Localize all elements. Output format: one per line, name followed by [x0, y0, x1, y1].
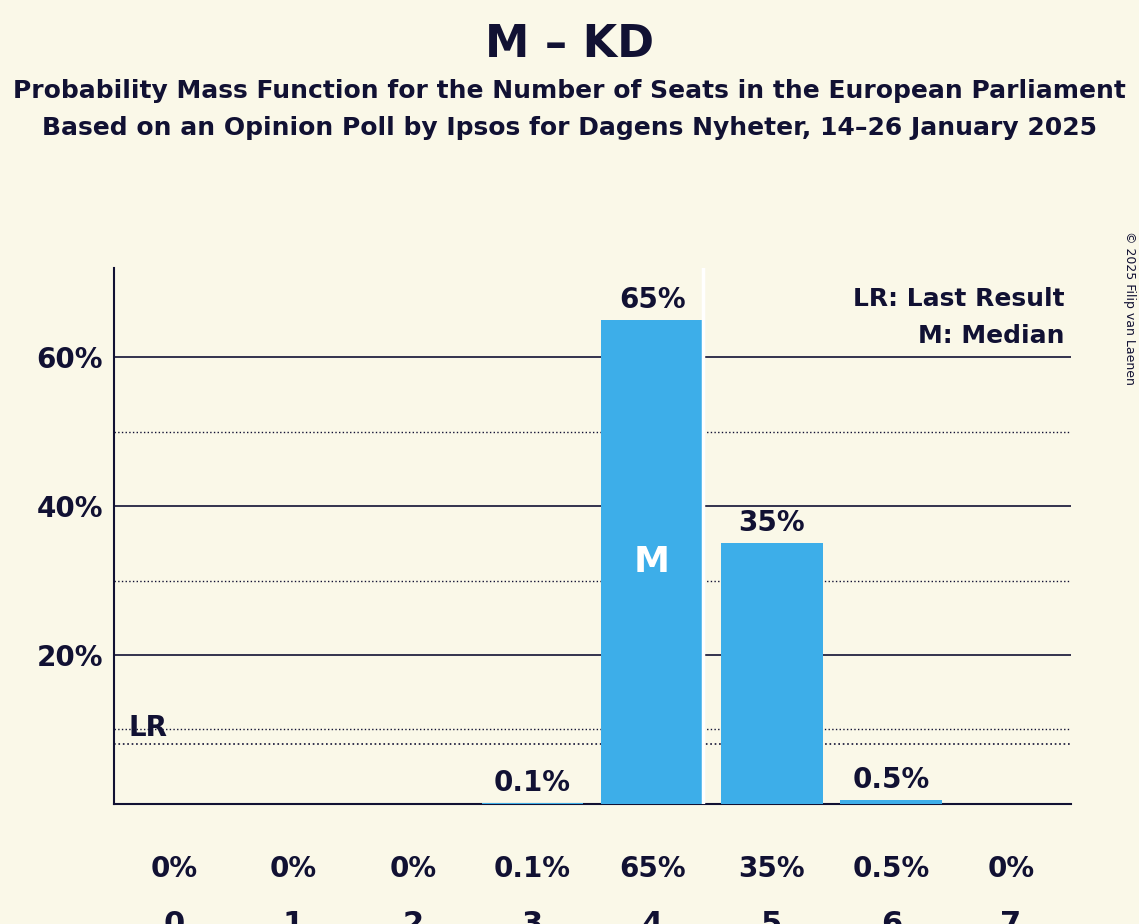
Text: 0.5%: 0.5%: [853, 766, 929, 795]
Text: 2: 2: [402, 910, 424, 924]
Text: LR: Last Result: LR: Last Result: [853, 286, 1065, 310]
Text: Based on an Opinion Poll by Ipsos for Dagens Nyheter, 14–26 January 2025: Based on an Opinion Poll by Ipsos for Da…: [42, 116, 1097, 140]
Text: M: M: [634, 545, 670, 579]
Text: 0%: 0%: [270, 855, 317, 882]
Text: M: Median: M: Median: [918, 323, 1065, 347]
Text: 35%: 35%: [738, 509, 805, 538]
Text: 0.1%: 0.1%: [494, 855, 571, 882]
Text: 7: 7: [1000, 910, 1022, 924]
Bar: [601, 320, 703, 804]
Text: 4: 4: [641, 910, 663, 924]
Text: 3: 3: [522, 910, 543, 924]
Text: 0: 0: [163, 910, 185, 924]
Bar: [841, 800, 942, 804]
Text: Probability Mass Function for the Number of Seats in the European Parliament: Probability Mass Function for the Number…: [13, 79, 1126, 103]
Text: 0.1%: 0.1%: [494, 769, 571, 797]
Text: LR: LR: [129, 714, 167, 742]
Text: 35%: 35%: [738, 855, 805, 882]
Text: 6: 6: [880, 910, 902, 924]
Text: 0%: 0%: [988, 855, 1034, 882]
Text: 1: 1: [282, 910, 304, 924]
Text: M – KD: M – KD: [485, 23, 654, 67]
Text: 0%: 0%: [390, 855, 436, 882]
Text: 65%: 65%: [618, 286, 686, 314]
Text: 5: 5: [761, 910, 782, 924]
Text: © 2025 Filip van Laenen: © 2025 Filip van Laenen: [1123, 231, 1137, 385]
Text: 0.5%: 0.5%: [853, 855, 929, 882]
Text: 65%: 65%: [618, 855, 686, 882]
Text: 0%: 0%: [150, 855, 197, 882]
Bar: [721, 543, 822, 804]
